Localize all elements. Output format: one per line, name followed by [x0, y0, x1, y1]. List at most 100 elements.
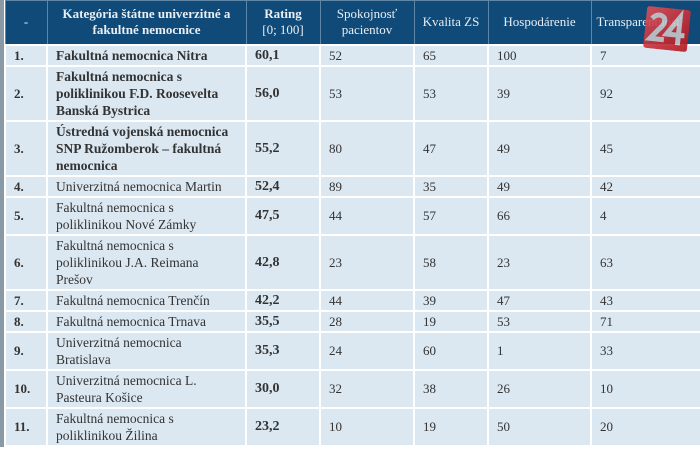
hospital-name-cell: Fakultná nemocnica s poliklinikou F.D. R…: [46, 64, 247, 122]
header-rating-label: Rating: [264, 6, 302, 22]
rank-cell: 7.: [4, 288, 48, 312]
economy-cell: 47: [487, 288, 592, 312]
satisfaction-cell: 89: [319, 174, 415, 198]
quality-cell: 39: [413, 288, 489, 312]
ranking-table-container: - Kategória štátne univerzitné a fakultn…: [0, 0, 700, 447]
logo-background: [643, 6, 691, 52]
header-economy: Hospodárenie: [487, 0, 592, 45]
hospital-name-cell: Fakultná nemocnica Trnava: [46, 309, 247, 333]
quality-cell: 19: [413, 309, 489, 333]
table-row: 6. Fakultná nemocnica s poliklinikou J.A.…: [4, 233, 700, 291]
rank-cell: 6.: [4, 233, 48, 291]
transparency-cell: 20: [590, 406, 700, 447]
hospital-name-cell: Fakultná nemocnica Trenčín: [46, 288, 247, 312]
table-row: 7. Fakultná nemocnica Trenčín 42,2 44 39 47 43: [4, 288, 700, 312]
satisfaction-cell: 80: [319, 119, 415, 177]
rating-cell: 60,1: [245, 43, 321, 67]
hospital-name-cell: Ústredná vojenská nemocnica SNP Ružomber…: [46, 119, 247, 177]
rating-cell: 35,3: [245, 330, 321, 371]
economy-cell: 1: [487, 330, 592, 371]
table-row: 8. Fakultná nemocnica Trnava 35,5 28 19 53 71: [4, 309, 700, 333]
rank-cell: 4.: [4, 174, 48, 198]
hospital-name-cell: Fakultná nemocnica s poliklinikou Žilina: [46, 406, 247, 447]
satisfaction-cell: 23: [319, 233, 415, 291]
satisfaction-cell: 10: [319, 406, 415, 447]
hospital-name-cell: Fakultná nemocnica Nitra: [46, 43, 247, 67]
table-row: 11. Fakultná nemocnica s poliklinikou Žil…: [4, 406, 700, 447]
rating-cell: 47,5: [245, 195, 321, 236]
header-rating-scale: [0; 100]: [262, 22, 304, 38]
economy-cell: 50: [487, 406, 592, 447]
rating-cell: 35,5: [245, 309, 321, 333]
hospital-name-cell: Fakultná nemocnica s poliklinikou Nové Z…: [46, 195, 247, 236]
table-row: 1. Fakultná nemocnica Nitra 60,1 52 65 100 7: [4, 43, 700, 67]
transparency-cell: 63: [590, 233, 700, 291]
quality-cell: 47: [413, 119, 489, 177]
table-row: 9. Univerzitná nemocnica Bratislava 35,3 24…: [4, 330, 700, 371]
table-row: 3. Ústredná vojenská nemocnica SNP Ružomb…: [4, 119, 700, 177]
table-row: 4. Univerzitná nemocnica Martin 52,4 89 35 49…: [4, 174, 700, 198]
rank-cell: 9.: [4, 330, 48, 371]
rating-cell: 42,2: [245, 288, 321, 312]
satisfaction-cell: 28: [319, 309, 415, 333]
rank-cell: 10.: [4, 368, 48, 409]
hospital-name-cell: Univerzitná nemocnica Bratislava: [46, 330, 247, 371]
table-row: 2. Fakultná nemocnica s poliklinikou F.D.…: [4, 64, 700, 122]
quality-cell: 53: [413, 64, 489, 122]
rank-cell: 5.: [4, 195, 48, 236]
economy-cell: 100: [487, 43, 592, 67]
rating-cell: 30,0: [245, 368, 321, 409]
quality-cell: 19: [413, 406, 489, 447]
transparency-cell: 10: [590, 368, 700, 409]
rank-cell: 1.: [4, 43, 48, 67]
header-category: Kategória štátne univerzitné a fakultné …: [46, 0, 247, 45]
economy-cell: 66: [487, 195, 592, 236]
logo-digit-2: [644, 12, 668, 43]
economy-cell: 53: [487, 309, 592, 333]
quality-cell: 35: [413, 174, 489, 198]
rating-cell: 23,2: [245, 406, 321, 447]
transparency-cell: 42: [590, 174, 700, 198]
rank-cell: 2.: [4, 64, 48, 122]
rating-cell: 56,0: [245, 64, 321, 122]
header-satisfaction: Spokojnosť pacientov: [319, 0, 415, 45]
transparency-cell: 71: [590, 309, 700, 333]
rating-cell: 55,2: [245, 119, 321, 177]
hospital-name-cell: Fakultná nemocnica s poliklinikou J.A. R…: [46, 233, 247, 291]
rank-cell: 11.: [4, 406, 48, 447]
header-rank: -: [4, 0, 48, 45]
header-quality: Kvalita ZS: [413, 0, 489, 45]
rating-cell: 42,8: [245, 233, 321, 291]
rank-cell: 3.: [4, 119, 48, 177]
rating-cell: 52,4: [245, 174, 321, 198]
transparency-cell: 45: [590, 119, 700, 177]
satisfaction-cell: 24: [319, 330, 415, 371]
hospital-name-cell: Univerzitná nemocnica L. Pasteura Košice: [46, 368, 247, 409]
hospital-name-cell: Univerzitná nemocnica Martin: [46, 174, 247, 198]
satisfaction-cell: 44: [319, 195, 415, 236]
satisfaction-cell: 32: [319, 368, 415, 409]
satisfaction-cell: 53: [319, 64, 415, 122]
transparency-cell: 92: [590, 64, 700, 122]
economy-cell: 39: [487, 64, 592, 122]
quality-cell: 60: [413, 330, 489, 371]
economy-cell: 49: [487, 119, 592, 177]
table-header-row: - Kategória štátne univerzitné a fakultn…: [4, 0, 700, 45]
rank-cell: 8.: [4, 309, 48, 333]
logo-digit-4: [661, 9, 685, 46]
site-logo: [643, 6, 691, 52]
hospital-ranking-table: - Kategória štátne univerzitné a fakultn…: [4, 0, 700, 447]
table-row: 5. Fakultná nemocnica s poliklinikou Nové…: [4, 195, 700, 236]
transparency-cell: 4: [590, 195, 700, 236]
economy-cell: 49: [487, 174, 592, 198]
quality-cell: 65: [413, 43, 489, 67]
header-rating: Rating [0; 100]: [245, 0, 321, 45]
transparency-cell: 33: [590, 330, 700, 371]
quality-cell: 58: [413, 233, 489, 291]
satisfaction-cell: 44: [319, 288, 415, 312]
table-row: 10. Univerzitná nemocnica L. Pasteura Koš…: [4, 368, 700, 409]
quality-cell: 57: [413, 195, 489, 236]
economy-cell: 23: [487, 233, 592, 291]
quality-cell: 38: [413, 368, 489, 409]
transparency-cell: 43: [590, 288, 700, 312]
